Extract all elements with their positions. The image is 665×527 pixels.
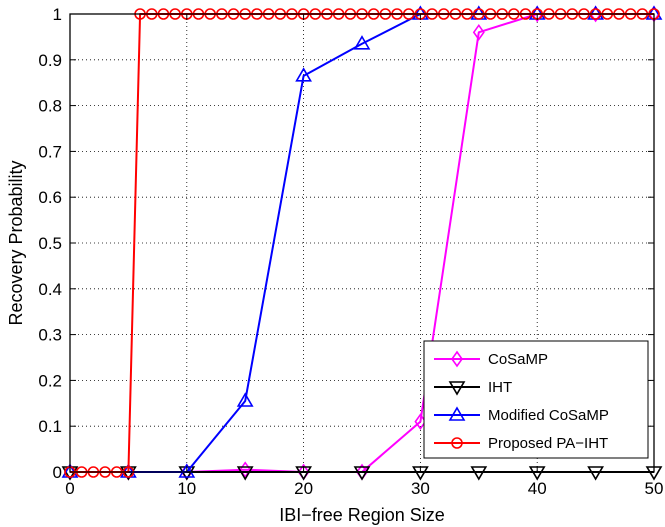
data-point bbox=[236, 392, 254, 407]
y-tick-label: 0.1 bbox=[38, 417, 62, 436]
data-point bbox=[470, 466, 488, 481]
y-tick-label: 0.5 bbox=[38, 234, 62, 253]
data-point bbox=[295, 67, 312, 82]
y-tick-label: 0.7 bbox=[38, 142, 62, 161]
axis-ticks: 0 10 20 30 40 50 0 0.1 0.2 0.3 0.4 0.5 0.6 0.7 0.8 0.9 1 bbox=[38, 5, 663, 498]
y-axis-label: Recovery Probability bbox=[6, 160, 26, 325]
x-tick-label: 0 bbox=[65, 479, 74, 498]
data-point bbox=[353, 466, 371, 481]
legend-swatch-marker bbox=[451, 437, 463, 449]
data-point bbox=[236, 466, 254, 481]
x-tick-label: 50 bbox=[645, 479, 664, 498]
y-tick-label: 0 bbox=[53, 463, 62, 482]
legend-label: Modified CoSaMP bbox=[488, 407, 609, 424]
x-tick-label: 20 bbox=[294, 479, 313, 498]
y-tick-label: 0.9 bbox=[38, 51, 62, 70]
grid-lines bbox=[70, 14, 654, 472]
legend-swatch-marker bbox=[451, 350, 463, 368]
data-point bbox=[472, 23, 485, 41]
y-tick-label: 0.3 bbox=[38, 326, 62, 345]
data-point bbox=[178, 463, 196, 478]
y-tick-label: 0.4 bbox=[38, 280, 62, 299]
legend-item: IHT bbox=[434, 379, 512, 396]
data-point bbox=[587, 466, 604, 481]
x-tick-label: 10 bbox=[177, 479, 196, 498]
legend: CoSaMP IHT Modified CoSaMP Proposed PA−IHT bbox=[423, 340, 649, 459]
x-tick-label: 30 bbox=[411, 479, 430, 498]
legend-item: CoSaMP bbox=[434, 350, 548, 368]
y-tick-label: 0.2 bbox=[38, 371, 62, 390]
legend-item: Proposed PA−IHT bbox=[434, 435, 608, 452]
legend-label: CoSaMP bbox=[488, 351, 548, 368]
x-axis-label: IBI−free Region Size bbox=[279, 505, 445, 525]
legend-label: IHT bbox=[488, 379, 512, 396]
legend-swatch-marker bbox=[448, 381, 466, 396]
data-point bbox=[353, 35, 371, 50]
y-tick-label: 0.8 bbox=[38, 97, 62, 116]
legend-item: Modified CoSaMP bbox=[434, 406, 609, 424]
legend-label: Proposed PA−IHT bbox=[488, 435, 608, 452]
y-tick-label: 0.6 bbox=[38, 188, 62, 207]
legend-swatch-marker bbox=[448, 406, 466, 421]
y-tick-label: 1 bbox=[53, 5, 62, 24]
x-tick-label: 40 bbox=[528, 479, 547, 498]
